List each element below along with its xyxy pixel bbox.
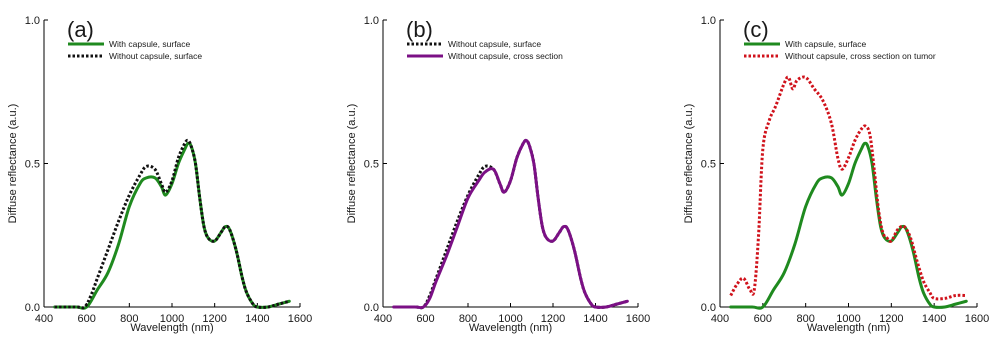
y-tick-label: 1.0 xyxy=(701,15,716,27)
panel-letter: (a) xyxy=(67,17,94,42)
x-tick-label: 600 xyxy=(416,313,434,325)
x-tick-label: 1400 xyxy=(922,313,946,325)
series-group xyxy=(729,75,968,310)
panel-b: 400 600 800 1000 1200 1400 1600 0.0 0.5 1.0 Wavele… xyxy=(346,15,650,334)
y-tick-label: 1.0 xyxy=(364,15,379,27)
y-tick-label: 1.0 xyxy=(25,15,40,27)
x-tick-label: 1000 xyxy=(498,313,522,325)
legend-label: Without capsule, surface xyxy=(448,39,541,49)
x-tick-label: 1600 xyxy=(965,313,989,325)
legend: With capsule, surface Without capsule, su… xyxy=(68,39,202,61)
x-tick-label: 1400 xyxy=(583,313,607,325)
x-tick-label: 1200 xyxy=(879,313,903,325)
series-line xyxy=(729,75,967,301)
x-tick-label: 800 xyxy=(459,313,477,325)
x-tick-label: 1200 xyxy=(541,313,565,325)
axes: 400 600 800 1000 1200 1400 1600 0.0 0.5 1.0 Wavele… xyxy=(346,15,650,334)
series-line xyxy=(392,138,629,310)
x-tick-label: 1200 xyxy=(202,313,226,325)
x-tick-label: 1600 xyxy=(626,313,650,325)
legend-label: With capsule, surface xyxy=(109,39,191,49)
series-line xyxy=(53,141,291,310)
series-group xyxy=(392,138,629,310)
x-axis-label: Wavelength (nm) xyxy=(130,322,213,334)
panel-letter: (b) xyxy=(406,17,433,42)
x-tick-label: 600 xyxy=(77,313,95,325)
y-tick-label: 0.0 xyxy=(701,302,716,314)
x-tick-label: 800 xyxy=(120,313,138,325)
legend-label: Without capsule, cross section on tumor xyxy=(785,51,936,61)
y-tick-label: 0.5 xyxy=(25,159,40,171)
panel-letter: (c) xyxy=(743,17,769,42)
legend-label: Without capsule, surface xyxy=(109,51,202,61)
series-line xyxy=(729,141,968,310)
legend-label: With capsule, surface xyxy=(785,39,867,49)
y-axis-label: Diffuse reflectance (a.u.) xyxy=(346,104,358,224)
legend-label: Without capsule, cross section xyxy=(448,51,563,61)
x-axis-label: Wavelength (nm) xyxy=(807,322,890,334)
x-tick-label: 600 xyxy=(754,313,772,325)
series-group xyxy=(53,138,291,310)
series-line xyxy=(54,138,290,310)
panel-c: 400 600 800 1000 1200 1400 1600 0.0 0.5 1.0 Wavele… xyxy=(683,15,989,334)
y-tick-label: 0.0 xyxy=(25,302,40,314)
x-tick-label: 1000 xyxy=(160,313,184,325)
axes: 400 600 800 1000 1200 1400 1600 0.0 0.5 1.0 Wavele… xyxy=(7,15,312,334)
legend: Without capsule, surface Without capsule,… xyxy=(407,39,563,61)
x-tick-label: 800 xyxy=(796,313,814,325)
y-axis-label: Diffuse reflectance (a.u.) xyxy=(683,104,695,224)
x-tick-label: 1600 xyxy=(288,313,312,325)
panel-a: 400 600 800 1000 1200 1400 1600 0.0 0.5 1.0 Wavele… xyxy=(7,15,312,334)
y-tick-label: 0.5 xyxy=(364,159,379,171)
x-tick-label: 400 xyxy=(711,313,729,325)
y-tick-label: 0.5 xyxy=(701,159,716,171)
y-tick-label: 0.0 xyxy=(364,302,379,314)
x-tick-label: 1000 xyxy=(836,313,860,325)
axes: 400 600 800 1000 1200 1400 1600 0.0 0.5 1.0 Wavele… xyxy=(683,15,989,334)
x-tick-label: 400 xyxy=(374,313,392,325)
x-tick-label: 400 xyxy=(35,313,53,325)
series-line xyxy=(393,138,628,310)
y-axis-label: Diffuse reflectance (a.u.) xyxy=(7,104,19,224)
x-tick-label: 1400 xyxy=(245,313,269,325)
legend: With capsule, surface Without capsule, cr… xyxy=(744,39,936,61)
x-axis-label: Wavelength (nm) xyxy=(469,322,552,334)
